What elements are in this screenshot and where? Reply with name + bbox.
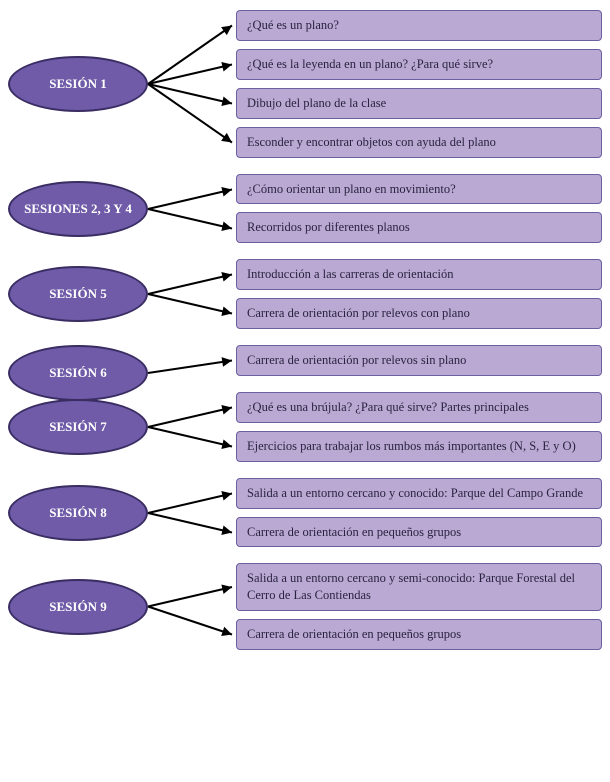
session-block: SESIÓN 5 Introducción a las carreras de o… <box>8 259 602 329</box>
session-oval: SESIÓN 9 <box>8 579 148 635</box>
item-box: Salida a un entorno cercano y conocido: … <box>236 478 602 509</box>
item-box: Recorridos por diferentes planos <box>236 212 602 243</box>
session-block: SESIÓN 8 Salida a un entorno cercano y co… <box>8 478 602 548</box>
item-box: Carrera de orientación en pequeños grupo… <box>236 517 602 548</box>
diagram-root: SESIÓN 1 ¿Qué es un plano? ¿Qué es la leye… <box>8 10 602 650</box>
items-column: ¿Cómo orientar un plano en movimiento? Re… <box>236 174 602 244</box>
items-column: Carrera de orientación por relevos sin p… <box>236 345 602 376</box>
items-column: Salida a un entorno cercano y conocido: … <box>236 478 602 548</box>
item-box: ¿Cómo orientar un plano en movimiento? <box>236 174 602 205</box>
item-box: Carrera de orientación en pequeños grupo… <box>236 619 602 650</box>
items-column: Salida a un entorno cercano y semi-conoc… <box>236 563 602 650</box>
session-block: SESIÓN 6Carrera de orientación por relev… <box>8 345 602 376</box>
session-oval: SESIONES 2, 3 Y 4 <box>8 181 148 237</box>
session-block: SESIÓN 1 ¿Qué es un plano? ¿Qué es la leye… <box>8 10 602 158</box>
session-block: SESIONES 2, 3 Y 4 ¿Cómo orientar un plano… <box>8 174 602 244</box>
item-box: Carrera de orientación por relevos con p… <box>236 298 602 329</box>
item-box: Dibujo del plano de la clase <box>236 88 602 119</box>
session-oval: SESIÓN 7 <box>8 399 148 455</box>
session-oval: SESIÓN 1 <box>8 56 148 112</box>
items-column: ¿Qué es un plano? ¿Qué es la leyenda en u… <box>236 10 602 158</box>
items-column: Introducción a las carreras de orientaci… <box>236 259 602 329</box>
item-box: Salida a un entorno cercano y semi-conoc… <box>236 563 602 611</box>
session-block: SESIÓN 7 ¿Qué es una brújula? ¿Para qué s… <box>8 392 602 462</box>
item-box: Ejercicios para trabajar los rumbos más … <box>236 431 602 462</box>
session-oval: SESIÓN 5 <box>8 266 148 322</box>
items-column: ¿Qué es una brújula? ¿Para qué sirve? Pa… <box>236 392 602 462</box>
item-box: ¿Qué es la leyenda en un plano? ¿Para qu… <box>236 49 602 80</box>
item-box: ¿Qué es un plano? <box>236 10 602 41</box>
session-oval: SESIÓN 6 <box>8 345 148 401</box>
item-box: ¿Qué es una brújula? ¿Para qué sirve? Pa… <box>236 392 602 423</box>
item-box: Carrera de orientación por relevos sin p… <box>236 345 602 376</box>
item-box: Introducción a las carreras de orientaci… <box>236 259 602 290</box>
session-oval: SESIÓN 8 <box>8 485 148 541</box>
item-box: Esconder y encontrar objetos con ayuda d… <box>236 127 602 158</box>
session-block: SESIÓN 9 Salida a un entorno cercano y se… <box>8 563 602 650</box>
